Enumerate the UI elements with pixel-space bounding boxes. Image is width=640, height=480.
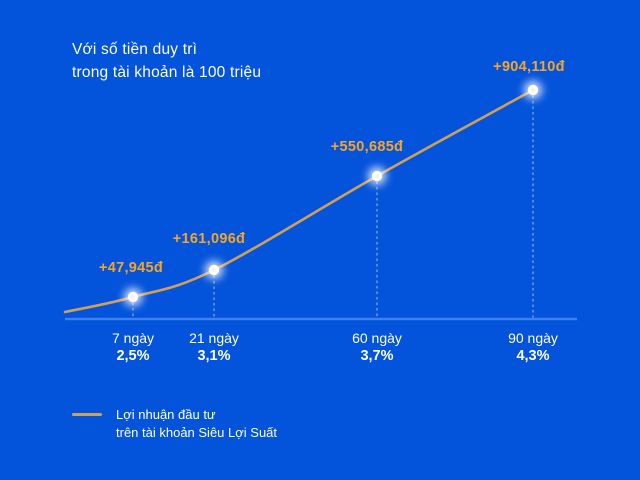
data-point-label: +904,110đ [493,59,565,75]
chart-title-line2: trong tài khoản là 100 triệu [72,64,262,81]
legend-label-line1: Lợi nhuận đầu tư [116,407,216,422]
data-point-core [530,87,536,93]
x-axis-tick: 90 ngày 4,3% [508,330,558,365]
data-point-core [374,173,380,179]
chart-title-line1: Với số tiền duy trì [72,41,198,58]
x-axis-tick: 7 ngày 2,5% [112,330,154,365]
data-point-core [130,294,136,300]
data-point-core [211,267,217,273]
tick-rate-label: 3,7% [360,348,394,364]
legend-label: Lợi nhuận đầu tư trên tài khoản Siêu Lợi… [116,406,277,441]
data-point-label: +161,096đ [172,231,246,247]
tick-rate-label: 2,5% [116,348,150,364]
chart-title: Với số tiền duy trì trong tài khoản là 1… [72,38,261,84]
x-axis-tick: 60 ngày 3,7% [352,330,402,365]
tick-rate-label: 4,3% [516,348,550,364]
legend-label-line2: trên tài khoản Siêu Lợi Suất [116,424,278,440]
tick-period-label: 90 ngày [508,330,558,346]
tick-period-label: 21 ngày [189,330,239,346]
data-point-label: +550,685đ [330,139,404,155]
tick-period-label: 60 ngày [352,330,402,346]
tick-rate-label: 3,1% [197,348,231,364]
trend-line [63,88,535,314]
x-axis-tick: 21 ngày 3,1% [189,330,239,365]
legend-line-swatch [72,413,102,416]
data-point-label: +47,945đ [98,260,164,276]
chart-legend: Lợi nhuận đầu tư trên tài khoản Siêu Lợi… [72,406,277,441]
tick-period-label: 7 ngày [111,330,155,346]
